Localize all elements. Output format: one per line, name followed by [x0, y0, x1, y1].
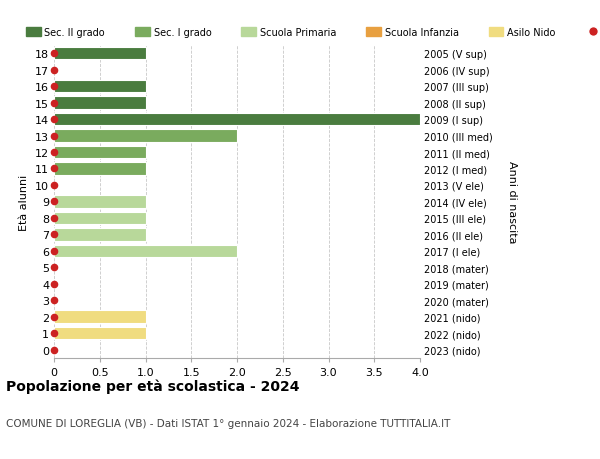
Text: Popolazione per età scolastica - 2024: Popolazione per età scolastica - 2024	[6, 379, 299, 393]
Point	[49, 297, 59, 304]
Point	[49, 50, 59, 58]
Point	[49, 280, 59, 288]
Point	[49, 330, 59, 337]
Point	[49, 67, 59, 74]
Bar	[54, 196, 146, 208]
Legend: Sec. II grado, Sec. I grado, Scuola Primaria, Scuola Infanzia, Asilo Nido, Stran: Sec. II grado, Sec. I grado, Scuola Prim…	[26, 28, 600, 38]
Point	[49, 149, 59, 157]
Point	[49, 83, 59, 90]
Point	[49, 346, 59, 353]
Point	[49, 231, 59, 239]
Point	[49, 165, 59, 173]
Point	[49, 215, 59, 222]
Point	[49, 264, 59, 271]
Y-axis label: Anni di nascita: Anni di nascita	[507, 161, 517, 243]
Point	[49, 182, 59, 189]
Bar	[54, 146, 146, 159]
Point	[49, 133, 59, 140]
Point	[49, 247, 59, 255]
Bar	[54, 48, 146, 60]
Point	[49, 100, 59, 107]
Bar	[54, 327, 146, 340]
Point	[49, 313, 59, 321]
Bar	[54, 245, 237, 257]
Y-axis label: Età alunni: Età alunni	[19, 174, 29, 230]
Bar	[54, 114, 420, 126]
Point	[49, 198, 59, 206]
Point	[49, 116, 59, 123]
Bar	[54, 81, 146, 93]
Bar	[54, 311, 146, 323]
Bar	[54, 130, 237, 142]
Bar	[54, 163, 146, 175]
Text: COMUNE DI LOREGLIA (VB) - Dati ISTAT 1° gennaio 2024 - Elaborazione TUTTITALIA.I: COMUNE DI LOREGLIA (VB) - Dati ISTAT 1° …	[6, 418, 451, 428]
Bar	[54, 212, 146, 224]
Bar	[54, 97, 146, 110]
Bar	[54, 229, 146, 241]
